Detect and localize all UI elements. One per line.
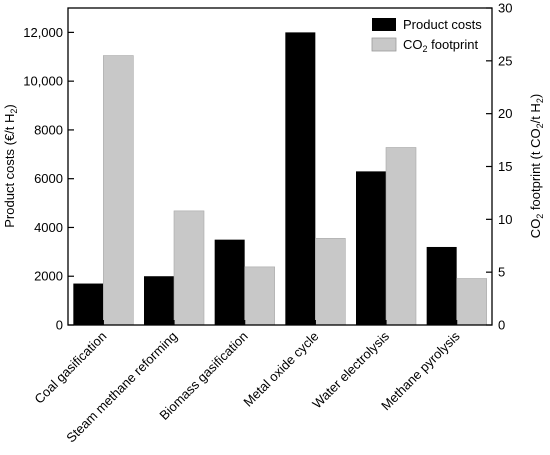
left-axis-title: Product costs (€/t H2) [2, 104, 19, 228]
left-tick-label: 2000 [34, 269, 63, 284]
right-axis-title-s1: 2 [535, 214, 545, 219]
right-tick-label: 10 [498, 212, 512, 227]
bar-product-costs-methane-pyrolysis [426, 246, 457, 325]
bar-co2-footprint-biomass-gasification [244, 266, 275, 326]
legend-label-product-costs: Product costs [403, 17, 482, 32]
bar-product-costs-metal-oxide-cycle [285, 32, 316, 326]
bar-product-costs-steam-methane-reforming [144, 276, 174, 325]
right-tick-label: 30 [498, 1, 512, 16]
right-tick-label: 25 [498, 53, 512, 68]
legend: Product costs CO2 footprint [371, 17, 482, 54]
right-axis-title-s3: 2 [535, 98, 545, 103]
x-tick-label-coal-gasification: Coal gasification [31, 329, 109, 407]
bar-co2-footprint-steam-methane-reforming [173, 210, 205, 326]
right-axis-title-p1: CO [528, 219, 543, 239]
right-tick-label: 15 [498, 159, 512, 174]
left-axis: 0 2000 4000 6000 8000 10,000 12,000 [23, 25, 74, 333]
legend-co2-sub: 2 [423, 44, 428, 54]
right-axis-title: CO2 footprint (t CO2/t H2) [528, 94, 545, 238]
left-tick-label: 4000 [34, 220, 63, 235]
right-tick-label: 20 [498, 106, 512, 121]
legend-swatch-product-costs [372, 18, 396, 31]
bar-co2-footprint-water-electrolysis [385, 147, 417, 326]
x-tick-label-water-electrolysis: Water electrolysis [309, 328, 392, 411]
bar-co2-footprint-metal-oxide-cycle [315, 238, 346, 326]
x-tick-label-methane-pyrolysis: Methane pyrolysis [378, 328, 463, 413]
legend-label-co2-footprint: CO2 footprint [403, 37, 478, 54]
right-axis-title-p3: /t H [528, 103, 543, 123]
left-tick-label: 6000 [34, 171, 63, 186]
right-axis-title-s2: 2 [535, 123, 545, 128]
left-tick-label: 12,000 [23, 25, 63, 40]
left-axis-title-close: ) [2, 104, 17, 108]
legend-co2-rest: footprint [428, 37, 479, 52]
x-tick-label-metal-oxide-cycle: Metal oxide cycle [240, 329, 321, 410]
bar-co2-footprint-methane-pyrolysis [456, 278, 487, 326]
legend-swatch-co2-footprint [371, 37, 397, 52]
right-axis-title-p2: footprint (t CO [528, 128, 543, 213]
right-axis-title-p4: ) [528, 94, 543, 98]
bar-product-costs-coal-gasification [73, 283, 104, 325]
bar-product-costs-biomass-gasification [214, 239, 245, 325]
right-axis: 0 5 10 15 20 25 30 [486, 1, 512, 333]
left-axis-title-main: Product costs (€/t H [2, 114, 17, 228]
left-axis-title-sub: 2 [9, 109, 19, 114]
left-tick-label: 8000 [34, 122, 63, 137]
right-tick-label: 0 [498, 318, 505, 333]
bars-group [73, 32, 487, 326]
bar-co2-footprint-coal-gasification [103, 55, 134, 326]
left-tick-label: 10,000 [23, 74, 63, 89]
right-tick-label: 5 [498, 265, 505, 280]
bar-product-costs-water-electrolysis [356, 171, 386, 325]
legend-co2-main: CO [403, 37, 423, 52]
left-tick-label: 0 [56, 318, 63, 333]
